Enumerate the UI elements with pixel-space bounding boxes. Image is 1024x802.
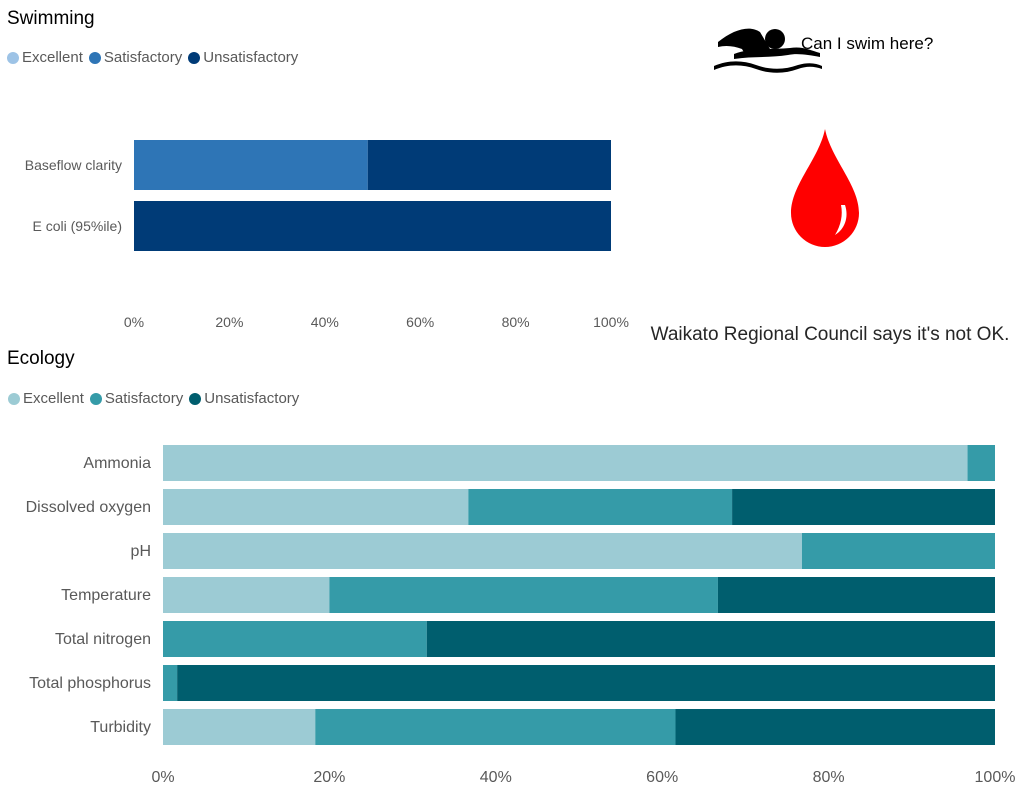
ecology-legend-swatch	[89, 392, 102, 405]
swimming-x-tick-label: 80%	[502, 314, 530, 330]
ecology-category-label: Total nitrogen	[55, 631, 151, 648]
ecology-bar-segment	[163, 577, 330, 613]
ecology-bar-segment	[801, 533, 995, 569]
ecology-legend-label: Excellent	[23, 390, 84, 407]
ecology-bar-segment	[329, 577, 718, 613]
swimming-legend: Excellent Satisfactory Unsatisfactory	[7, 49, 304, 66]
swimming-legend-item: Excellent	[7, 49, 83, 66]
ecology-legend-swatch	[8, 392, 20, 405]
ecology-legend-label: Satisfactory	[104, 390, 184, 407]
status-message: Waikato Regional Council says it's not O…	[650, 324, 1010, 345]
swimming-legend-label: Excellent	[22, 49, 83, 66]
callout-label: Can I swim here?	[801, 34, 934, 53]
swimming-x-tick-label: 0%	[124, 314, 144, 330]
ecology-bar-segment	[426, 621, 995, 657]
ecology-bar-segment	[177, 665, 996, 701]
ecology-category-label: pH	[131, 543, 151, 560]
ecology-bar-segment	[163, 621, 427, 657]
ecology-legend-item: Excellent	[8, 390, 84, 407]
ecology-category-label: Dissolved oxygen	[26, 499, 151, 516]
swimming-legend-swatch	[7, 51, 19, 64]
ecology-bar-segment	[163, 489, 469, 525]
ecology-bar-segment	[163, 533, 802, 569]
ecology-category-label: Ammonia	[83, 455, 151, 472]
ecology-bar-segment	[717, 577, 995, 613]
swimming-category-label: E coli (95%ile)	[33, 218, 122, 234]
ecology-bar-segment	[163, 445, 968, 481]
swimming-category-label: Baseflow clarity	[25, 157, 122, 173]
ecology-category-label: Turbidity	[90, 719, 151, 736]
ecology-bar-segment	[967, 445, 995, 481]
ecology-bar-segment	[675, 709, 995, 745]
swimming-chart: Baseflow clarity E coli (95%ile) 0% 20% 40% 6…	[25, 140, 629, 330]
swimming-x-tick-label: 20%	[215, 314, 243, 330]
ecology-x-tick-label: 40%	[480, 769, 512, 786]
ecology-legend-item: Unsatisfactory	[189, 390, 299, 407]
ecology-bar-segment	[163, 709, 316, 745]
swimming-bar-segment	[367, 140, 611, 190]
ecology-legend-label: Unsatisfactory	[204, 390, 300, 407]
ecology-bar-segment	[732, 489, 995, 525]
swimming-legend-item: Unsatisfactory	[188, 49, 298, 66]
ecology-legend: Excellent Satisfactory Unsatisfactory	[8, 390, 305, 407]
swimming-legend-label: Satisfactory	[103, 49, 183, 66]
ecology-x-tick-label: 80%	[813, 769, 845, 786]
swimming-bar-segment	[134, 140, 368, 190]
swimming-x-tick-label: 40%	[311, 314, 339, 330]
swimming-x-tick-label: 100%	[593, 314, 629, 330]
swimming-x-tick-label: 60%	[406, 314, 434, 330]
ecology-title: Ecology	[7, 348, 75, 369]
ecology-bar-segment	[163, 665, 178, 701]
ecology-x-tick-label: 20%	[313, 769, 345, 786]
ecology-x-tick-label: 100%	[975, 769, 1016, 786]
swimming-bar-segment	[134, 201, 611, 251]
ecology-chart: Ammonia Dissolved oxygen pH Temperature Tota…	[26, 445, 1016, 786]
ecology-bar-segment	[468, 489, 733, 525]
ecology-x-tick-label: 0%	[151, 769, 174, 786]
red-drop-icon	[791, 129, 859, 247]
swimming-legend-label: Unsatisfactory	[203, 49, 299, 66]
ecology-bar-segment	[315, 709, 676, 745]
ecology-category-label: Total phosphorus	[29, 675, 151, 692]
swimming-legend-item: Satisfactory	[88, 49, 183, 66]
ecology-legend-item: Satisfactory	[89, 390, 184, 407]
swimming-legend-swatch	[188, 51, 201, 64]
ecology-legend-swatch	[189, 392, 202, 405]
ecology-category-label: Temperature	[61, 587, 151, 604]
swimming-legend-swatch	[88, 51, 101, 64]
swimmer-icon	[714, 28, 822, 73]
swimming-title: Swimming	[7, 8, 95, 29]
ecology-x-tick-label: 60%	[646, 769, 678, 786]
